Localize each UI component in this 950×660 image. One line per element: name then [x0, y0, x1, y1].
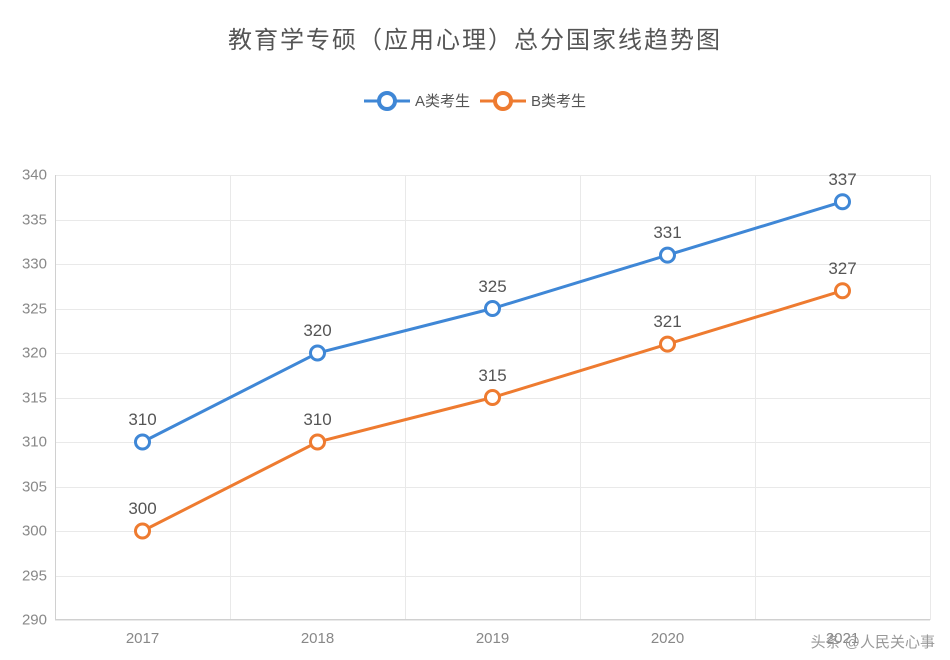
data-marker[interactable] [136, 435, 150, 449]
data-label: 315 [478, 366, 506, 386]
legend-item[interactable]: A类考生 [364, 90, 470, 111]
y-tick-label: 335 [22, 211, 47, 228]
chart-title: 教育学专硕（应用心理）总分国家线趋势图 [0, 0, 950, 55]
x-tick-label: 2019 [476, 630, 509, 647]
data-label: 331 [653, 223, 681, 243]
y-tick-label: 325 [22, 300, 47, 317]
y-tick-label: 315 [22, 389, 47, 406]
data-label: 327 [828, 259, 856, 279]
y-tick-label: 340 [22, 167, 47, 184]
x-tick-label: 2017 [126, 630, 159, 647]
y-tick-label: 290 [22, 612, 47, 629]
gridline [55, 620, 930, 621]
chart-svg [55, 175, 930, 620]
legend-item[interactable]: B类考生 [480, 90, 586, 111]
data-marker[interactable] [486, 391, 500, 405]
y-tick-label: 330 [22, 256, 47, 273]
y-tick-label: 300 [22, 523, 47, 540]
data-label: 300 [128, 499, 156, 519]
legend-label: A类考生 [415, 90, 470, 111]
data-marker[interactable] [661, 248, 675, 262]
data-label: 320 [303, 321, 331, 341]
data-marker[interactable] [836, 195, 850, 209]
legend-marker-icon [364, 91, 410, 111]
data-label: 310 [303, 410, 331, 430]
data-marker[interactable] [661, 337, 675, 351]
series-line [143, 291, 843, 531]
data-marker[interactable] [311, 346, 325, 360]
data-label: 337 [828, 170, 856, 190]
chart-container: 教育学专硕（应用心理）总分国家线趋势图 A类考生 B类考生 290 295 300 30… [0, 0, 950, 660]
legend-label: B类考生 [531, 90, 586, 111]
y-tick-label: 295 [22, 567, 47, 584]
data-marker[interactable] [311, 435, 325, 449]
legend-marker-icon [480, 91, 526, 111]
data-marker[interactable] [486, 302, 500, 316]
data-marker[interactable] [136, 524, 150, 538]
y-tick-label: 305 [22, 478, 47, 495]
gridline [930, 175, 931, 620]
watermark: 头条 @人民关心事 [811, 631, 935, 652]
legend: A类考生 B类考生 [0, 90, 950, 111]
y-tick-label: 320 [22, 345, 47, 362]
x-tick-label: 2020 [651, 630, 684, 647]
data-label: 325 [478, 277, 506, 297]
data-label: 310 [128, 410, 156, 430]
data-marker[interactable] [836, 284, 850, 298]
data-label: 321 [653, 312, 681, 332]
y-tick-label: 310 [22, 434, 47, 451]
x-tick-label: 2018 [301, 630, 334, 647]
plot-area: 2902953003053103153203253303353402017201… [55, 175, 930, 620]
